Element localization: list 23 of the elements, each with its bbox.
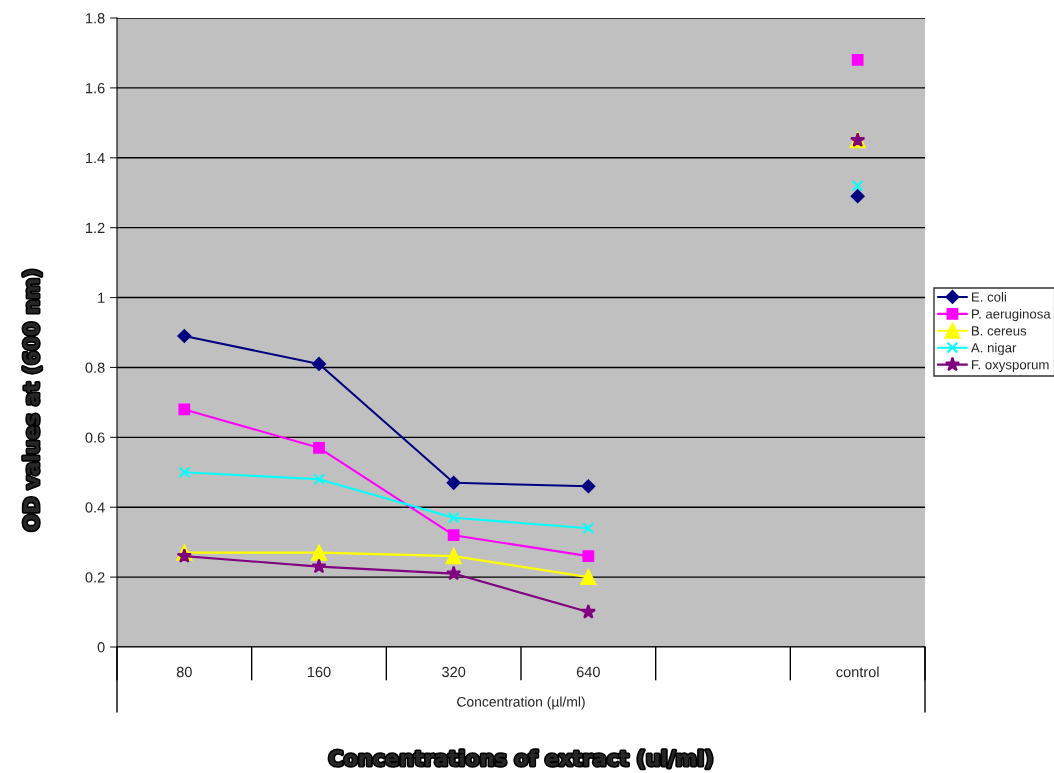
y-tick-label: 1.6: [86, 82, 105, 94]
legend-label: A. nigar: [970, 342, 1017, 356]
y-tick-label: 1: [98, 292, 105, 303]
y-tick-label: 0.8: [85, 362, 105, 373]
y-tick-label: 0: [97, 642, 105, 653]
y-axis-title: OD values at (600 nm): [22, 270, 42, 531]
y-tick-label: 0.6: [85, 432, 105, 443]
x-tick-label: 320: [442, 666, 466, 678]
x-tick-label: 640: [576, 666, 600, 678]
text: Concentration (µl/ml): [457, 696, 585, 710]
legend-label: E. coli: [972, 292, 1006, 302]
y-tick-label: 1.4: [86, 153, 105, 164]
y-tick-label: 1.2: [86, 222, 105, 233]
x-tick-label: control: [836, 666, 879, 678]
x-axis-title: Concentrations of extract (ul/ml): [329, 749, 712, 769]
y-tick-label: 1.8: [86, 13, 105, 24]
legend-label: P. aeruginosa: [972, 308, 1051, 322]
y-tick-label: 0.4: [85, 502, 105, 513]
y-tick-label: 0.2: [85, 572, 105, 583]
x-tick-label: 160: [307, 666, 331, 678]
legend-label: B. cereus: [972, 326, 1027, 336]
legend-label: F. oxysporum: [972, 360, 1049, 372]
x-tick-label: 80: [176, 666, 192, 678]
